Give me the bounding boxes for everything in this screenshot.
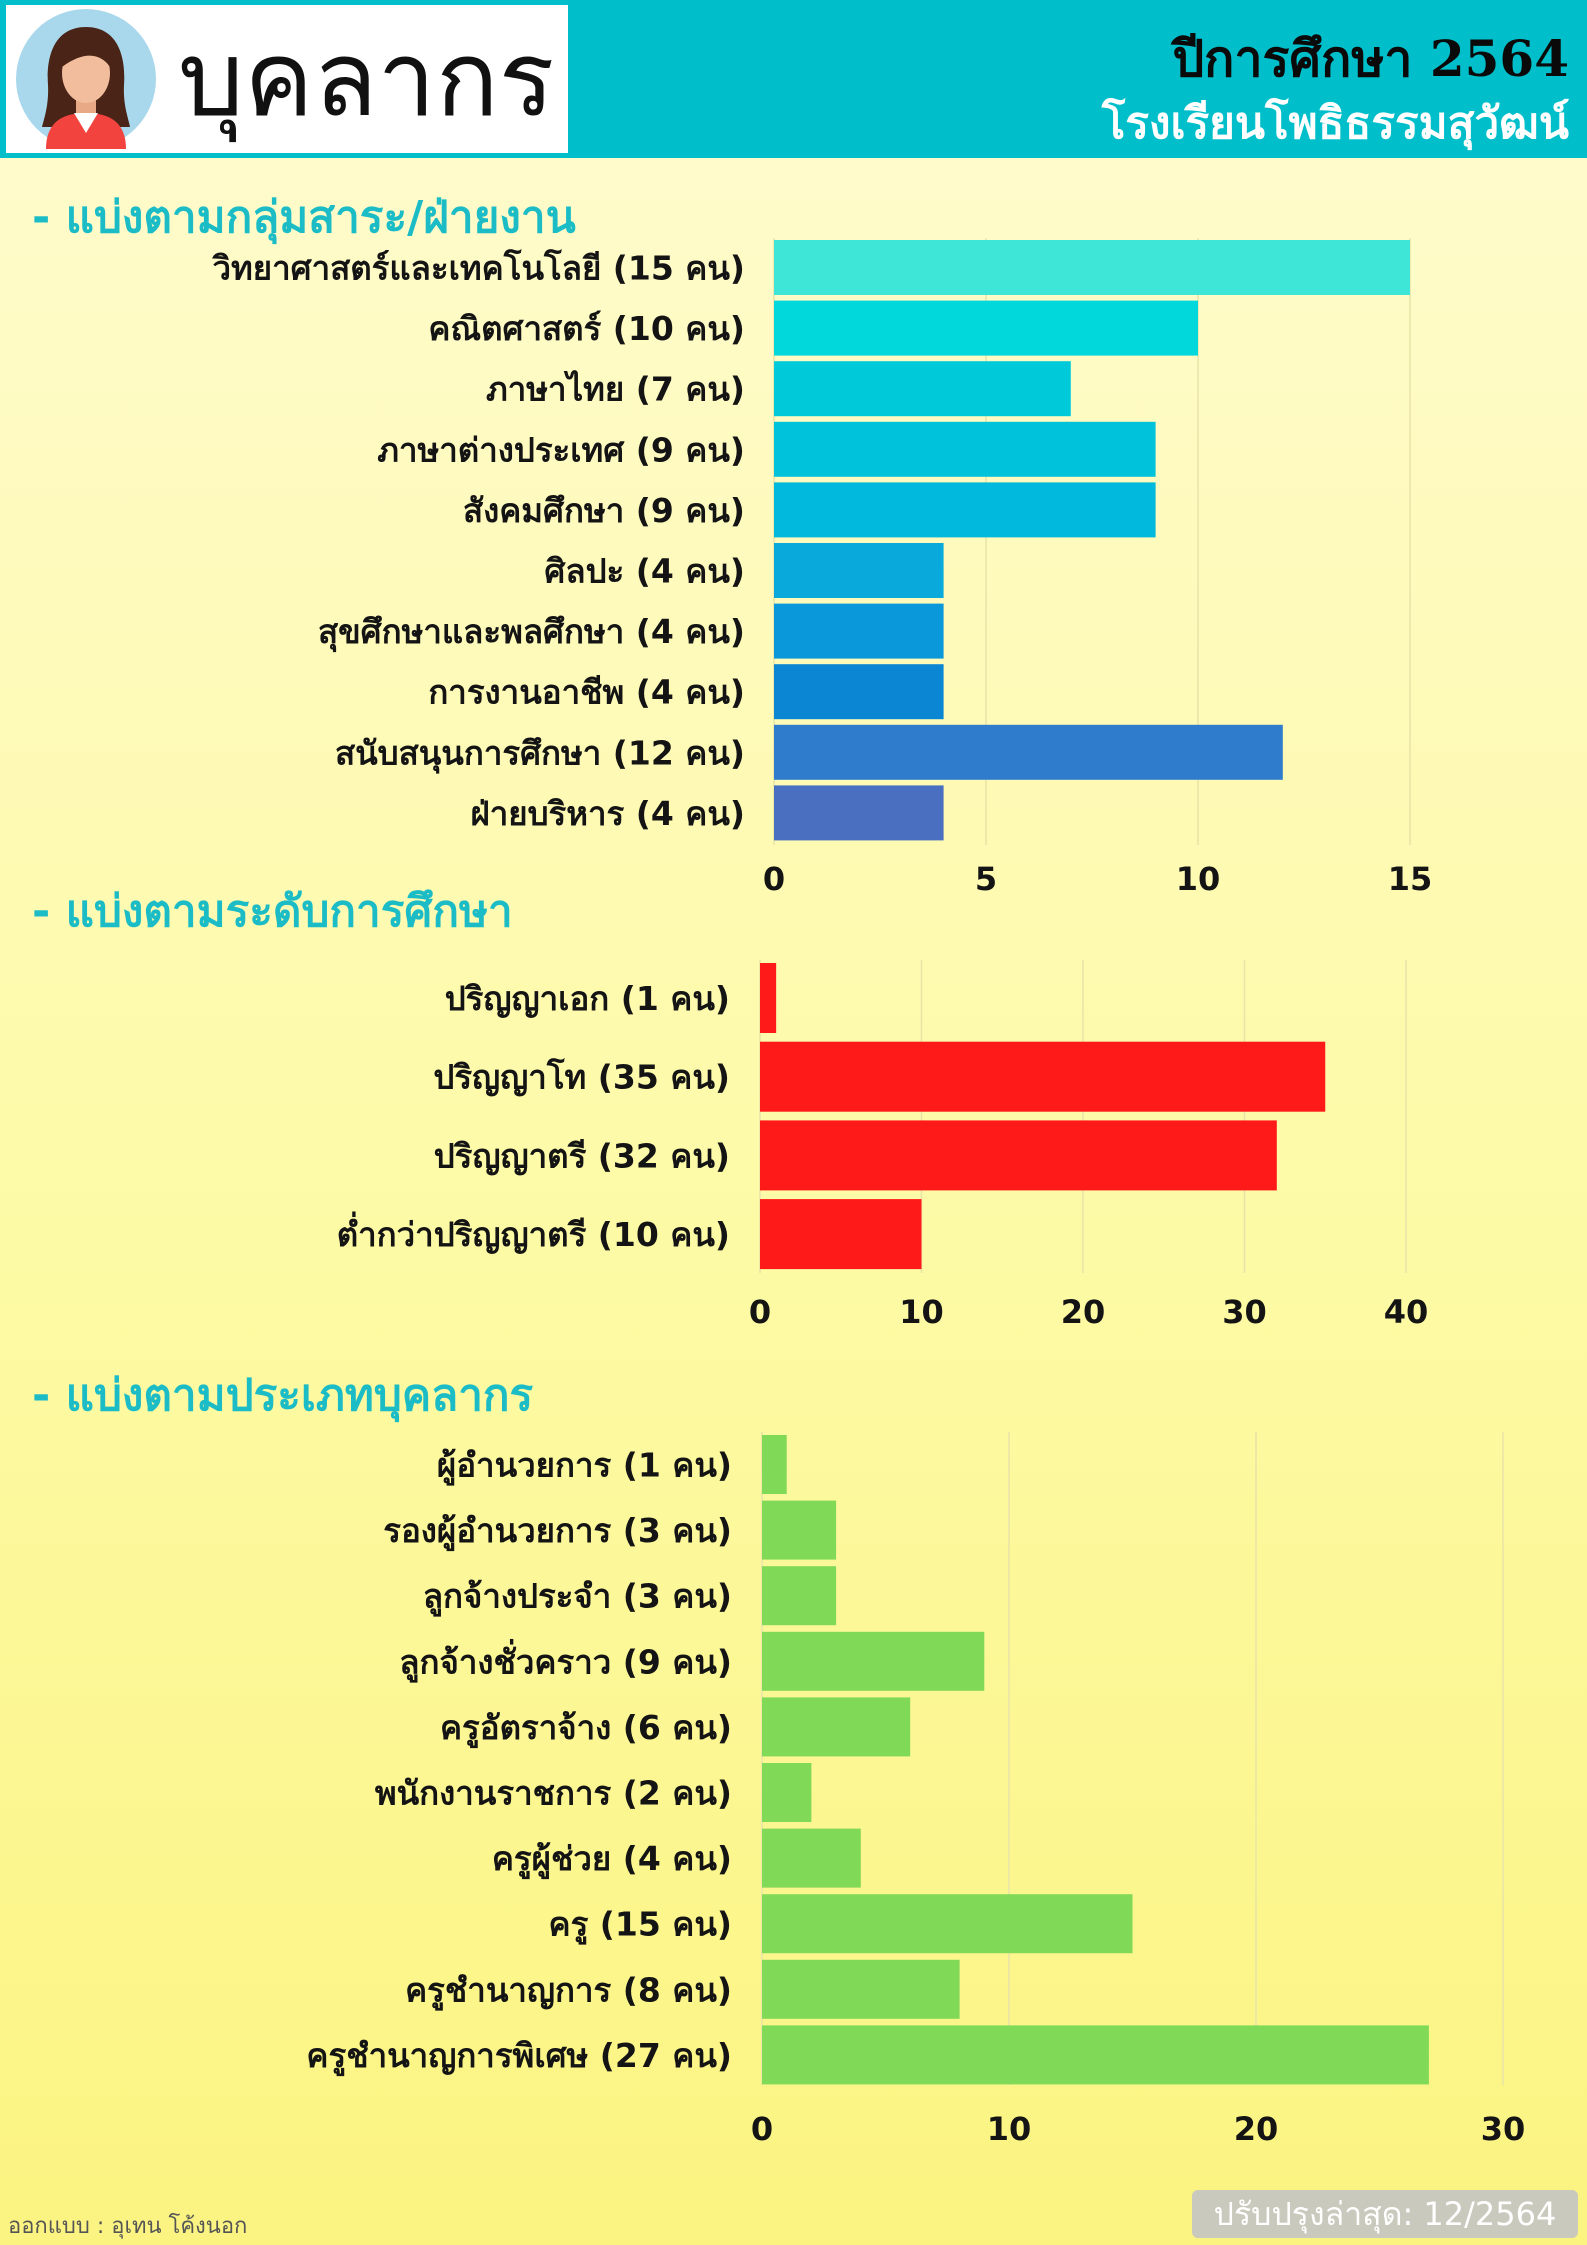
bar xyxy=(774,785,944,841)
category-label: ภาษาไทย (7 คน) xyxy=(486,370,745,409)
bar xyxy=(774,240,1410,295)
x-tick-label: 20 xyxy=(1234,2110,1279,2148)
title-box: บุคลากร xyxy=(6,5,568,153)
school-name: โรงเรียนโพธิธรรมสุวัฒน์ xyxy=(1101,98,1569,149)
bar xyxy=(760,1120,1277,1191)
bar xyxy=(774,603,944,659)
bar xyxy=(762,1697,911,1757)
x-tick-label: 20 xyxy=(1061,1293,1106,1331)
category-label: ฝ่ายบริหาร (4 คน) xyxy=(470,794,745,833)
category-label: ปริญญาตรี (32 คน) xyxy=(434,1136,730,1175)
category-label: สังคมศึกษา (9 คน) xyxy=(463,491,745,530)
bar xyxy=(774,421,1156,477)
x-tick-label: 0 xyxy=(751,2110,773,2148)
category-label: ปริญญาเอก (1 คน) xyxy=(445,979,730,1018)
x-tick-label: 0 xyxy=(749,1293,771,1331)
last-updated-badge: ปรับปรุงล่าสุด: 12/2564 xyxy=(1192,2190,1578,2238)
header-banner: บุคลากร ปีการศึกษา 2564 โรงเรียนโพธิธรรม… xyxy=(0,0,1587,158)
category-label: ครูอัตราจ้าง (6 คน) xyxy=(440,1708,732,1749)
category-label: ครูชำนาญการ (8 คน) xyxy=(405,1970,732,2011)
bar xyxy=(762,1631,985,1691)
category-label: วิทยาศาสตร์และเทคโนโลยี (15 คน) xyxy=(212,249,745,288)
category-label: ต่ำกว่าปริญญาตรี (10 คน) xyxy=(337,1211,730,1254)
category-label: ภาษาต่างประเทศ (9 คน) xyxy=(377,430,745,469)
x-tick-label: 15 xyxy=(1388,860,1433,898)
bar xyxy=(762,1763,812,1822)
category-label: คณิตศาสตร์ (10 คน) xyxy=(428,309,745,348)
bar xyxy=(760,963,777,1033)
bar xyxy=(762,2025,1429,2085)
bar xyxy=(760,1199,922,1270)
x-tick-label: 5 xyxy=(975,860,997,898)
bar xyxy=(762,1500,837,1560)
x-tick-label: 40 xyxy=(1384,1293,1429,1331)
chart-2-title: - แบ่งตามระดับการศึกษา xyxy=(32,886,513,937)
category-label: ครูชำนาญการพิเศษ (27 คน) xyxy=(306,2036,732,2077)
bar xyxy=(762,1959,960,2019)
category-label: ปริญญาโท (35 คน) xyxy=(433,1058,730,1097)
category-label: สนับสนุนการศึกษา (12 คน) xyxy=(335,733,745,774)
category-label: รองผู้อำนวยการ (3 คน) xyxy=(383,1511,732,1552)
category-label: ศิลปะ (4 คน) xyxy=(544,552,745,591)
bar xyxy=(774,300,1198,356)
category-label: สุขศึกษาและพลศึกษา (4 คน) xyxy=(318,612,745,653)
x-tick-label: 0 xyxy=(763,860,785,898)
chart-1-title: - แบ่งตามกลุ่มสาระ/ฝ่ายงาน xyxy=(32,192,576,243)
bar xyxy=(762,1894,1133,1954)
bar xyxy=(774,724,1283,780)
bar xyxy=(774,482,1156,538)
bar xyxy=(774,543,944,598)
x-tick-label: 30 xyxy=(1222,1293,1267,1331)
woman-avatar-icon xyxy=(16,9,156,149)
x-tick-label: 10 xyxy=(987,2110,1032,2148)
chart-3-title: - แบ่งตามประเภทบุคลากร xyxy=(32,1370,534,1421)
academic-year: ปีการศึกษา 2564 xyxy=(1172,29,1569,88)
bar xyxy=(762,1566,837,1626)
bar xyxy=(762,1435,787,1494)
designer-credit: ออกแบบ : อุเทน โค้งนอก xyxy=(8,2214,248,2239)
category-label: ครู (15 คน) xyxy=(549,1905,733,1946)
x-tick-label: 30 xyxy=(1481,2110,1526,2148)
category-label: ลูกจ้างประจำ (3 คน) xyxy=(423,1577,732,1618)
x-tick-label: 10 xyxy=(899,1293,944,1331)
category-label: พนักงานราชการ (2 คน) xyxy=(375,1774,732,1813)
bar xyxy=(762,1828,861,1888)
x-tick-label: 10 xyxy=(1176,860,1221,898)
bar xyxy=(760,1041,1326,1112)
category-label: การงานอาชีพ (4 คน) xyxy=(428,673,745,712)
page-title: บุคลากร xyxy=(178,18,555,140)
category-label: ครูผู้ช่วย (4 คน) xyxy=(492,1839,732,1880)
category-label: ผู้อำนวยการ (1 คน) xyxy=(437,1446,732,1487)
category-label: ลูกจ้างชั่วคราว (9 คน) xyxy=(399,1638,732,1683)
bar xyxy=(774,664,944,720)
bar xyxy=(774,361,1071,417)
